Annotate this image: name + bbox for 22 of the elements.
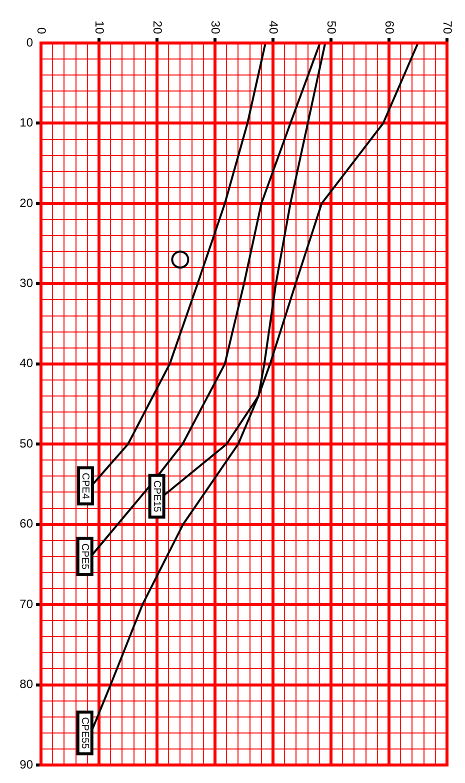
annotation: CPE15 [151, 480, 162, 513]
x-tick-label: 0 [34, 27, 49, 34]
y-tick-label: 0 [26, 35, 34, 50]
y-tick-label: 90 [20, 757, 34, 772]
y-tick-label: 60 [20, 516, 34, 531]
x-tick-label: 20 [150, 20, 165, 34]
x-tick-label: 30 [208, 20, 223, 34]
annotation: CPE55 [79, 717, 90, 750]
x-tick-label: 40 [266, 20, 281, 34]
x-tick-label: 10 [92, 20, 107, 34]
y-tick-label: 50 [20, 436, 34, 450]
x-tick-label: 50 [324, 20, 339, 34]
annotation: CPE4 [80, 472, 91, 500]
y-tick-label: 40 [20, 356, 34, 370]
y-tick-label: 70 [20, 596, 34, 611]
y-tick-label: 30 [20, 276, 34, 290]
y-tick-label: 80 [20, 677, 34, 692]
x-tick-label: 60 [382, 20, 397, 34]
x-tick-label: 70 [440, 20, 455, 34]
y-tick-label: 20 [20, 196, 34, 210]
y-tick-label: 10 [20, 116, 34, 130]
annotation: CPE5 [79, 543, 90, 570]
